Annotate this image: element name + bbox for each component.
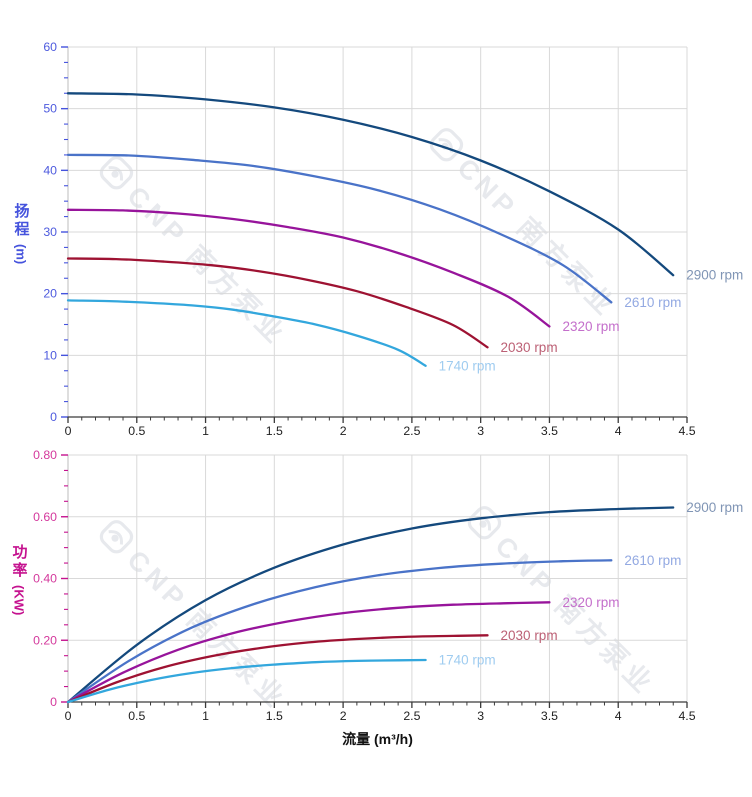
head-axis-title: 扬程 (m) (8, 203, 34, 264)
y-tick-label: 0.80 (33, 448, 57, 462)
curve-1740-rpm (66, 299, 427, 367)
y-tick-label: 0 (50, 695, 57, 709)
x-tick-label: 2.5 (403, 424, 420, 438)
x-tick-label: 4 (615, 424, 622, 438)
x-tick-label: 0.5 (128, 424, 145, 438)
power-x-ticks: 0 0.5 1 1.5 2 2.5 3 3.5 4 4.5 (65, 702, 696, 723)
power-grid (68, 454, 688, 702)
y-tick-label: 0 (50, 410, 57, 424)
series-label-2610-rpm: 2610 rpm (624, 295, 681, 310)
x-tick-label: 4.5 (678, 424, 695, 438)
power-chart: 0 0.20 0.40 0.60 0.80 0 0.5 1 1.5 2 2.5 3 3.5 4 4.5 290… (33, 448, 743, 723)
curve-2030-rpm (66, 634, 489, 704)
series-label-2900-rpm: 2900 rpm (686, 268, 743, 283)
x-tick-label: 2 (340, 709, 347, 723)
curve-2900-rpm (66, 92, 675, 277)
x-tick-label: 4 (615, 709, 622, 723)
head-chart: 0 10 20 30 40 50 60 0 0.5 1 1.5 2 2.5 3 3.5 4 4.5 2900 rp… (43, 40, 743, 438)
x-tick-label: 1.5 (266, 709, 283, 723)
flow-axis-title: 流量 (m³/h) (342, 731, 413, 747)
x-tick-label: 3.5 (541, 424, 558, 438)
y-tick-label: 0.60 (33, 510, 57, 524)
x-tick-label: 1 (202, 424, 209, 438)
y-tick-label: 0.40 (33, 572, 57, 586)
y-tick-label: 0.20 (33, 633, 57, 647)
y-tick-label: 60 (43, 40, 57, 54)
x-tick-label: 2.5 (403, 709, 420, 723)
series-label-2900-rpm: 2900 rpm (686, 500, 743, 515)
x-tick-label: 0.5 (128, 709, 145, 723)
x-tick-label: 3 (477, 424, 484, 438)
x-tick-label: 3 (477, 709, 484, 723)
curve-2900-rpm (66, 506, 675, 704)
series-label-2320-rpm: 2320 rpm (562, 319, 619, 334)
head-axis-title-cn: 扬程 (12, 203, 30, 239)
x-tick-label: 1 (202, 709, 209, 723)
curve-2320-rpm (66, 208, 551, 328)
series-label-1740-rpm: 1740 rpm (439, 653, 496, 668)
series-label-2610-rpm: 2610 rpm (624, 553, 681, 568)
x-tick-label: 3.5 (541, 709, 558, 723)
power-axis-title-cn: 功率 (10, 544, 28, 580)
series-label-2030-rpm: 2030 rpm (501, 340, 558, 355)
y-tick-label: 10 (43, 348, 57, 362)
curve-2610-rpm (66, 153, 613, 304)
x-tick-label: 2 (340, 424, 347, 438)
head-grid (68, 46, 688, 417)
x-tick-label: 1.5 (266, 424, 283, 438)
x-tick-label: 4.5 (678, 709, 695, 723)
head-axis-unit: (m) (13, 244, 29, 265)
x-tick-label: 0 (65, 424, 72, 438)
power-axis-unit: (KW) (11, 585, 27, 616)
head-x-ticks: 0 0.5 1 1.5 2 2.5 3 3.5 4 4.5 (65, 417, 696, 438)
y-tick-label: 40 (43, 163, 57, 177)
head-y-ticks: 0 10 20 30 40 50 60 (43, 40, 68, 424)
y-tick-label: 50 (43, 102, 57, 116)
series-label-2320-rpm: 2320 rpm (562, 595, 619, 610)
curve-2610-rpm (66, 559, 613, 704)
curve-2320-rpm (66, 601, 551, 704)
y-tick-label: 20 (43, 287, 57, 301)
curve-2030-rpm (66, 257, 489, 349)
series-label-2030-rpm: 2030 rpm (501, 628, 558, 643)
power-axis-title: 功率 (KW) (6, 544, 32, 615)
head-curves: 2900 rpm 2610 rpm 2320 rpm 2030 rpm 1740 rpm (66, 92, 743, 373)
series-label-1740-rpm: 1740 rpm (439, 358, 496, 373)
x-tick-label: 0 (65, 709, 72, 723)
curve-1740-rpm (66, 658, 427, 704)
y-tick-label: 30 (43, 225, 57, 239)
power-curves: 2900 rpm 2610 rpm 2320 rpm 2030 rpm 1740 rpm (66, 500, 743, 704)
power-y-ticks: 0 0.20 0.40 0.60 0.80 (33, 448, 68, 709)
